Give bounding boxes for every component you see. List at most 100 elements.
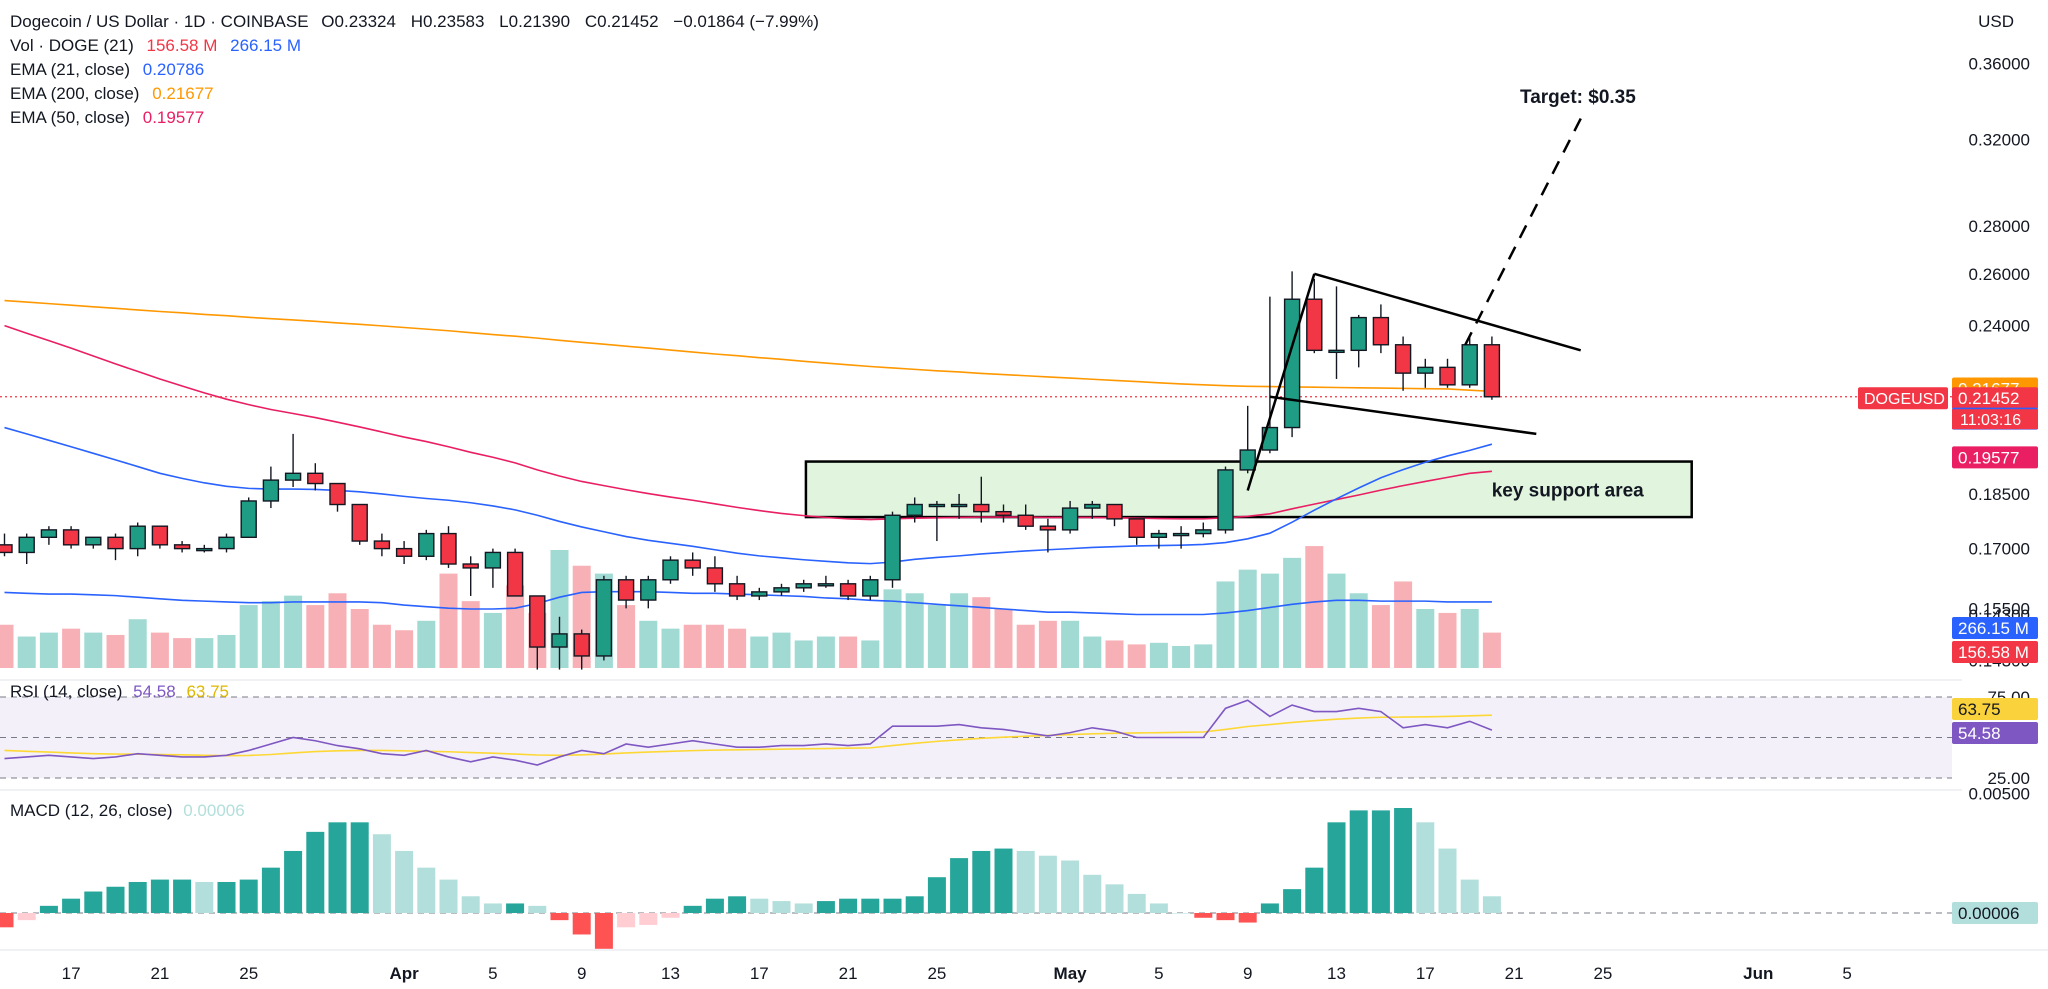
ema21-legend[interactable]: EMA (21, close) 0.20786: [10, 58, 212, 82]
rsi-ma-line: [4, 714, 1492, 757]
macd-bar: [1194, 913, 1213, 918]
candle-body: [18, 536, 35, 554]
candle-body: [85, 536, 102, 546]
rsi-line: [4, 699, 1493, 766]
candle: [129, 522, 146, 557]
time-tick-label: May: [1054, 964, 1088, 983]
volume-bar: [1061, 620, 1080, 668]
time-tick-label: 25: [927, 964, 946, 983]
macd-bar: [1105, 884, 1124, 913]
candle: [1483, 336, 1501, 400]
candle-body: [307, 472, 324, 485]
target-projection-line: [1464, 109, 1587, 346]
macd-bar: [705, 898, 724, 913]
macd-bar: [617, 913, 636, 928]
macd-bar: [861, 898, 880, 913]
candle: [1039, 518, 1057, 553]
candle: [1017, 504, 1034, 530]
ema50-legend[interactable]: EMA (50, close) 0.19577: [10, 106, 212, 130]
candle: [973, 476, 990, 523]
volume-bar: [1194, 644, 1213, 668]
candle: [1150, 529, 1168, 549]
macd-bar: [1260, 903, 1279, 913]
volume-bar: [328, 593, 347, 668]
candle-body: [728, 583, 746, 597]
candle: [351, 503, 368, 545]
macd-bar: [1460, 879, 1479, 913]
candle-body: [395, 547, 413, 557]
candle-body: [595, 579, 613, 657]
candle: [418, 529, 435, 561]
volume-bar: [705, 624, 724, 668]
macd-legend[interactable]: MACD (12, 26, close) 0.00006: [10, 801, 245, 821]
time-tick-label: 13: [1327, 964, 1346, 983]
candle-body: [795, 583, 812, 589]
time-tick-label: 17: [750, 964, 769, 983]
flag-upper-line: [1313, 272, 1582, 352]
price-tag: [1952, 387, 2038, 410]
candle: [1128, 518, 1145, 545]
volume-bar: [927, 605, 946, 668]
candle: [284, 433, 302, 487]
volume-bar: [772, 632, 791, 668]
candle-body: [40, 529, 58, 539]
macd-bar: [528, 905, 547, 913]
candle-body: [1017, 514, 1034, 527]
volume-bar: [84, 632, 103, 668]
candle-body: [262, 479, 280, 502]
candle: [640, 575, 657, 609]
candle: [884, 511, 901, 588]
rsi-legend[interactable]: RSI (14, close) 54.58 63.75: [10, 682, 229, 702]
candle: [1084, 500, 1101, 519]
high-value: H0.23583: [410, 12, 485, 31]
volume-tag: [1952, 641, 2038, 663]
macd-tag-text: 0.00006: [1958, 904, 2019, 923]
candle: [107, 533, 124, 561]
candle-body: [617, 579, 635, 601]
volume-bar: [439, 573, 458, 668]
macd-bar: [1238, 913, 1257, 923]
currency-selector[interactable]: USD: [1978, 12, 2014, 31]
price-tick-label: 0.17000: [1969, 540, 2030, 559]
volume-bar: [506, 585, 525, 668]
candle-body: [173, 544, 191, 550]
candle: [0, 533, 13, 557]
candle: [1283, 271, 1301, 438]
candle: [18, 533, 35, 565]
macd-bar: [395, 850, 414, 913]
rsi-ma-tag-text: 63.75: [1958, 700, 2001, 719]
volume-bar: [728, 628, 747, 668]
candle-body: [1306, 298, 1323, 352]
price-tag: [1952, 446, 2038, 469]
macd-bar: [1127, 893, 1146, 913]
volume-bar: [794, 640, 813, 668]
macd-bar: [1283, 889, 1302, 913]
time-tick-label: 21: [1505, 964, 1524, 983]
candle: [1172, 526, 1190, 549]
volume-tag-text: 156.58 M: [1958, 643, 2029, 662]
macd-bar: [1349, 810, 1368, 913]
volume-legend[interactable]: Vol · DOGE (21) 156.58 M 266.15 M: [10, 34, 309, 58]
candle: [1195, 522, 1212, 538]
candle: [173, 541, 191, 553]
flag-pattern: Target: $0.35: [1246, 87, 1636, 491]
macd-bar: [1394, 808, 1413, 913]
price-tick-label: 0.36000: [1969, 54, 2030, 73]
volume-bar: [639, 620, 658, 668]
candle-body: [462, 563, 479, 569]
macd-bar: [550, 913, 569, 921]
candle-body: [107, 536, 124, 550]
volume-bar: [816, 636, 835, 668]
candle: [484, 548, 502, 588]
time-tick-label: 13: [661, 964, 680, 983]
macd-bar: [150, 879, 169, 913]
volume-bars: [0, 546, 1501, 668]
ema200-legend[interactable]: EMA (200, close) 0.21677: [10, 82, 222, 106]
volume-bar: [1083, 636, 1102, 668]
symbol-tag-text: DOGEUSD: [1864, 391, 1945, 408]
volume-bar: [395, 630, 414, 668]
volume-bar: [128, 619, 147, 668]
macd-bar: [372, 834, 391, 913]
symbol-legend: Dogecoin / US Dollar · 1D · COINBASE O0.…: [10, 10, 827, 34]
